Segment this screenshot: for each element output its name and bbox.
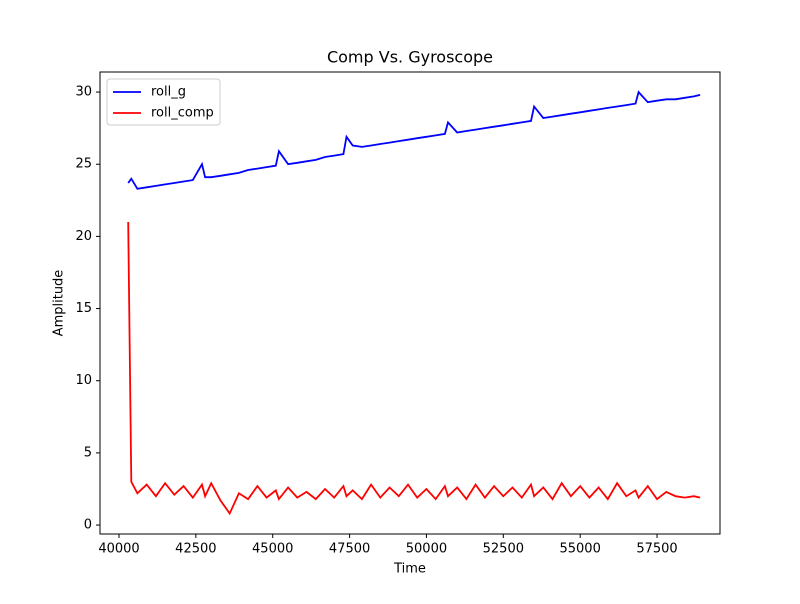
plot-frame (99, 71, 721, 535)
y-tick-label: 20 (75, 229, 92, 244)
x-tick-label: 42500 (175, 542, 216, 557)
x-tick-label: 40000 (98, 542, 139, 557)
legend-label: roll_g (151, 85, 186, 100)
y-tick-label: 30 (75, 85, 92, 100)
x-tick-label: 50000 (406, 542, 447, 557)
y-tick-label: 5 (84, 445, 92, 460)
legend-label: roll_comp (151, 106, 214, 121)
line-series (127, 221, 701, 516)
y-tick-label: 10 (75, 373, 92, 388)
x-axis-label: Time (393, 562, 426, 577)
y-tick-label: 15 (75, 301, 92, 316)
y-tick-label: 25 (75, 157, 92, 172)
x-tick-label: 55000 (559, 542, 600, 557)
x-tick-label: 52500 (483, 542, 524, 557)
line-series (127, 90, 701, 190)
x-tick-label: 47500 (329, 542, 370, 557)
x-tick-label: 57500 (636, 542, 677, 557)
x-tick-label: 45000 (252, 542, 293, 557)
chart-title: Comp Vs. Gyroscope (327, 48, 493, 67)
y-tick-label: 0 (84, 518, 92, 533)
y-axis-label: Amplitude (52, 270, 67, 337)
